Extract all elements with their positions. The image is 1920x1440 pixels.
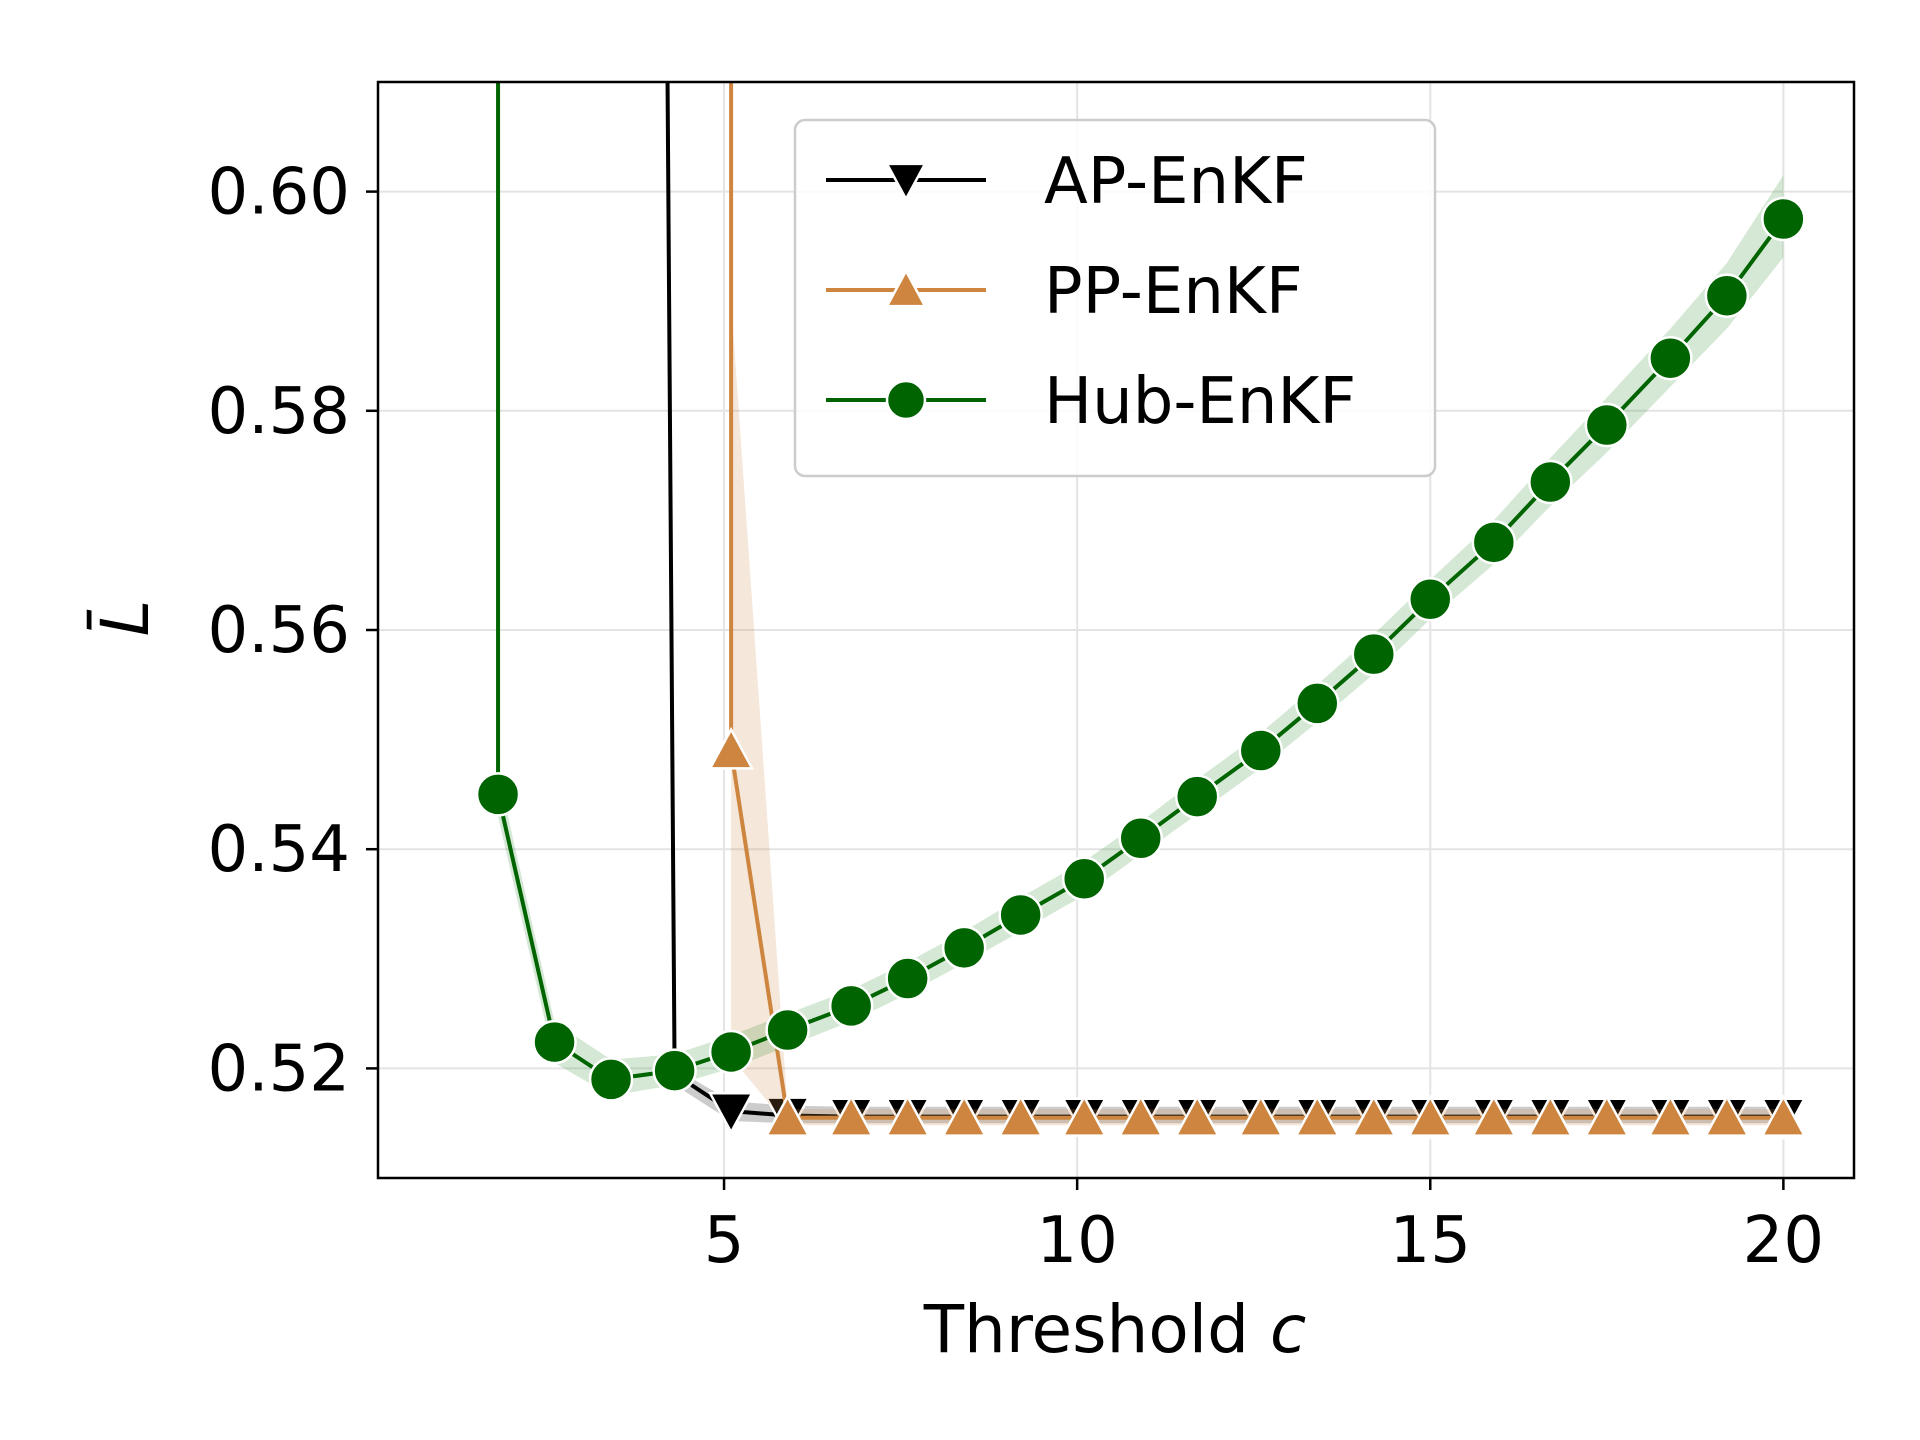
legend-label: PP-EnKF	[1044, 255, 1303, 329]
point-hub-enkf	[1704, 273, 1750, 318]
point-hub-enkf	[828, 983, 874, 1029]
point-hub-enkf	[1061, 856, 1107, 902]
x-tick-label: 10	[1036, 1204, 1117, 1278]
point-pp-enkf	[828, 1094, 875, 1137]
point-hub-enkf	[1761, 196, 1806, 242]
point-hub-enkf	[1584, 402, 1630, 448]
point-hub-enkf	[1174, 774, 1220, 819]
point-pp-enkf	[1760, 1094, 1807, 1137]
series-hub-enkf	[475, 82, 1806, 1102]
x-tick-label: 15	[1390, 1204, 1471, 1278]
y-tick-label: 0.52	[208, 1032, 351, 1106]
point-pp-enkf	[1703, 1094, 1750, 1137]
point-pp-enkf	[1350, 1094, 1397, 1137]
point-hub-enkf	[998, 892, 1043, 938]
point-hub-enkf	[1648, 335, 1693, 381]
x-tick-label: 20	[1743, 1204, 1824, 1278]
point-hub-enkf	[1118, 815, 1163, 861]
legend-label: Hub-EnKF	[1044, 365, 1356, 439]
point-hub-enkf	[1238, 728, 1284, 773]
point-pp-enkf	[1174, 1094, 1221, 1137]
legend-marker	[884, 268, 928, 308]
point-hub-enkf	[532, 1019, 577, 1065]
point-hub-enkf	[1471, 520, 1517, 565]
y-axis-ticks: 0.52 0.54 0.56 0.58 0.60	[208, 156, 378, 1106]
y-tick-label: 0.56	[208, 594, 351, 668]
point-pp-enkf	[1117, 1094, 1164, 1137]
point-pp-enkf	[1583, 1094, 1630, 1137]
point-pp-enkf	[1470, 1094, 1517, 1137]
legend-frame	[793, 118, 1437, 478]
point-pp-enkf	[997, 1094, 1044, 1137]
point-pp-enkf	[941, 1094, 988, 1137]
point-pp-enkf	[708, 726, 755, 770]
plot-area	[475, 82, 1807, 1141]
point-hub-enkf	[475, 772, 521, 817]
legend: AP-EnKF PP-EnKF Hub-EnKF	[793, 118, 1437, 478]
point-hub-enkf	[1295, 681, 1340, 726]
point-hub-enkf	[708, 1029, 754, 1075]
point-pp-enkf	[884, 1094, 931, 1137]
point-pp-enkf	[1294, 1094, 1341, 1137]
point-hub-enkf	[652, 1048, 697, 1093]
x-axis-label: Threshold c	[923, 1291, 1307, 1368]
point-hub-enkf	[941, 925, 987, 971]
point-hub-enkf	[765, 1007, 810, 1053]
legend-marker	[885, 379, 927, 421]
point-hub-enkf	[1408, 577, 1453, 622]
x-axis-ticks: 5 10 15 20	[704, 1178, 1824, 1278]
point-pp-enkf	[764, 1094, 811, 1137]
y-tick-label: 0.54	[208, 813, 351, 887]
point-pp-enkf	[1647, 1094, 1694, 1137]
point-pp-enkf	[1237, 1094, 1284, 1137]
legend-marker	[884, 162, 928, 202]
point-pp-enkf	[1061, 1094, 1108, 1137]
legend-item-pp-enkf: PP-EnKF	[826, 255, 1303, 329]
legend-item-hub-enkf: Hub-EnKF	[826, 365, 1356, 439]
point-pp-enkf	[1527, 1094, 1574, 1137]
point-hub-enkf	[1528, 459, 1573, 505]
y-tick-label: 0.60	[208, 156, 351, 230]
point-ap-enkf	[708, 1092, 755, 1135]
x-tick-label: 5	[704, 1204, 745, 1278]
legend-item-ap-enkf: AP-EnKF	[826, 145, 1308, 219]
series-pp-enkf	[708, 82, 1807, 1137]
point-hub-enkf	[1351, 631, 1397, 677]
point-pp-enkf	[1407, 1094, 1454, 1137]
legend-label: AP-EnKF	[1044, 145, 1308, 219]
y-axis-label: L̄	[87, 600, 164, 637]
y-tick-label: 0.58	[208, 375, 351, 449]
point-hub-enkf	[885, 956, 930, 1001]
point-hub-enkf	[588, 1057, 634, 1102]
